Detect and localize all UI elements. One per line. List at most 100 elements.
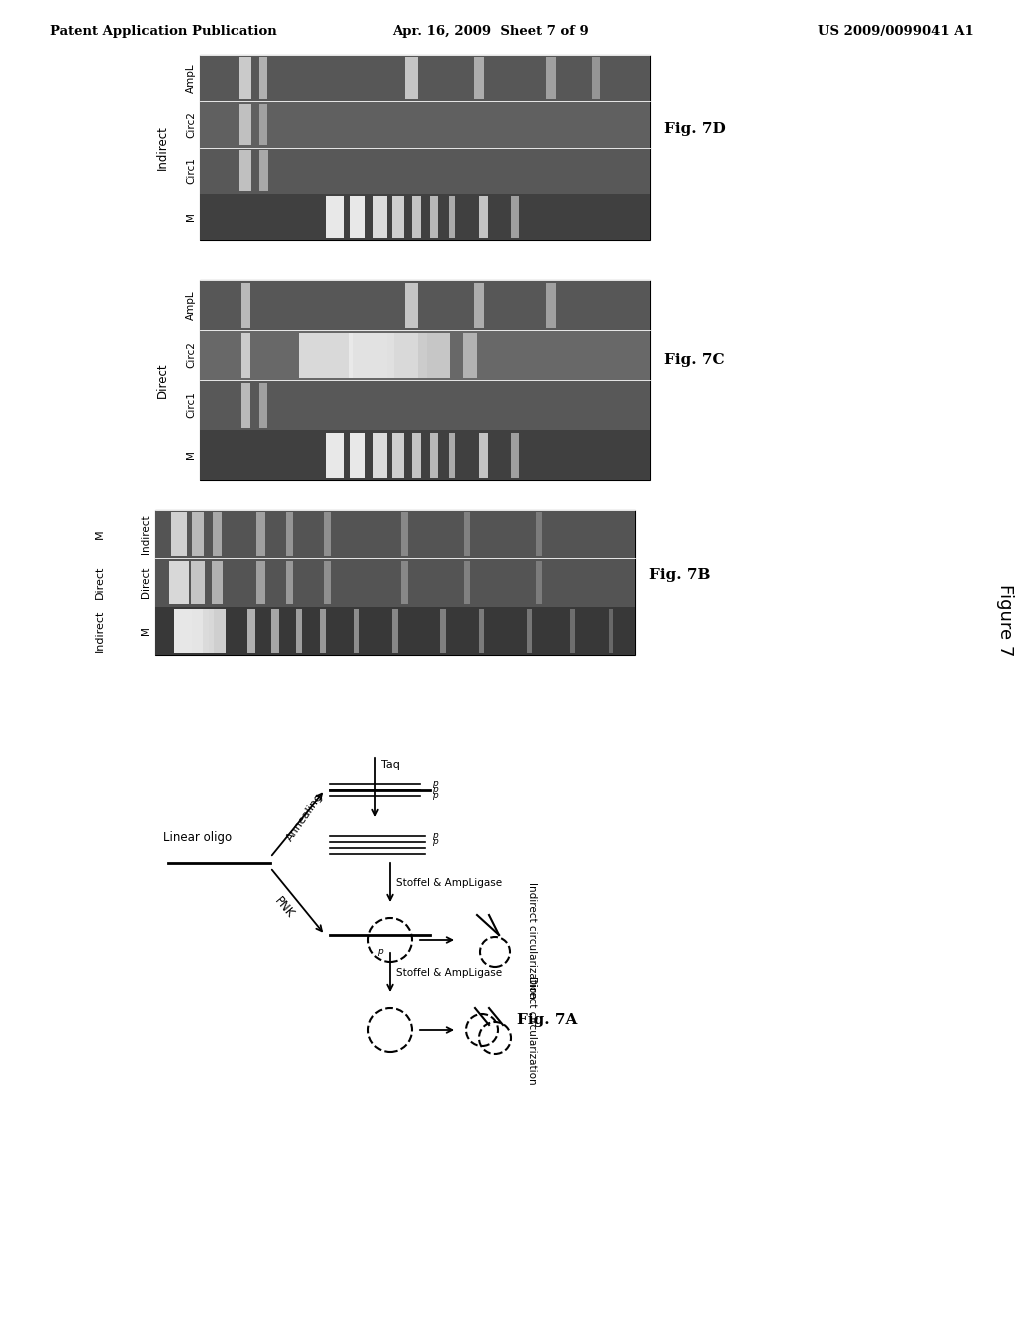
Text: p: p [432, 837, 437, 846]
Text: US 2009/0099041 A1: US 2009/0099041 A1 [818, 25, 974, 38]
Bar [155, 510, 635, 655]
Bar [412, 197, 421, 238]
Bar [155, 607, 635, 655]
Text: p: p [432, 832, 437, 841]
Bar [511, 433, 519, 478]
Bar [392, 609, 398, 652]
Bar [193, 512, 204, 556]
Bar [193, 609, 214, 652]
Bar [191, 561, 206, 605]
Bar [325, 512, 332, 556]
Bar [259, 383, 266, 428]
Bar [537, 561, 542, 605]
Text: Indirect circularization: Indirect circularization [527, 882, 537, 998]
Bar [478, 433, 488, 478]
Bar [271, 609, 279, 652]
Text: Circ2: Circ2 [186, 111, 196, 137]
Text: M: M [141, 627, 151, 635]
Bar [259, 103, 267, 145]
Text: Apr. 16, 2009  Sheet 7 of 9: Apr. 16, 2009 Sheet 7 of 9 [391, 25, 589, 38]
Bar [299, 333, 353, 378]
Bar [171, 512, 187, 556]
Bar [474, 57, 484, 99]
Bar [200, 194, 650, 240]
Bar [449, 433, 456, 478]
Text: PNK: PNK [272, 895, 297, 920]
Bar [241, 383, 250, 428]
Text: Indirect: Indirect [95, 609, 105, 652]
Bar [511, 197, 519, 238]
Bar [404, 57, 418, 99]
Bar [569, 609, 575, 652]
Bar [200, 55, 650, 102]
Text: AmpL: AmpL [186, 290, 196, 319]
Bar [349, 433, 366, 478]
Bar [349, 197, 366, 238]
Bar [546, 282, 556, 327]
Bar [325, 561, 332, 605]
Text: Figure 7: Figure 7 [996, 583, 1014, 656]
Text: p: p [432, 785, 437, 795]
Bar [406, 282, 418, 327]
Bar [374, 197, 387, 238]
Bar [478, 197, 488, 238]
Text: Annealing: Annealing [285, 792, 326, 843]
Bar [430, 433, 438, 478]
Text: Circ1: Circ1 [186, 392, 196, 418]
Text: Stoffel & AmpLigase: Stoffel & AmpLigase [396, 878, 502, 887]
Bar [155, 510, 635, 558]
Bar [200, 148, 650, 194]
Bar [200, 380, 650, 430]
Bar [200, 330, 650, 380]
Bar [286, 561, 293, 605]
Text: M: M [186, 213, 196, 222]
Bar [241, 282, 250, 327]
Bar [353, 609, 359, 652]
Bar [200, 280, 650, 330]
Text: Indirect: Indirect [141, 515, 151, 554]
Text: AmpL: AmpL [186, 63, 196, 92]
Text: M: M [95, 529, 105, 540]
Bar [478, 609, 484, 652]
Bar [387, 333, 427, 378]
Text: Circ2: Circ2 [186, 342, 196, 368]
Text: p: p [377, 946, 383, 956]
Bar [464, 512, 470, 556]
Text: Fig. 7D: Fig. 7D [664, 121, 726, 136]
Bar [546, 57, 556, 99]
Bar [247, 609, 255, 652]
Bar [418, 333, 450, 378]
Bar [401, 512, 409, 556]
Text: Linear oligo: Linear oligo [163, 832, 232, 845]
Bar [259, 57, 267, 99]
Bar [212, 561, 222, 605]
Bar [401, 561, 409, 605]
Text: Taq: Taq [381, 760, 400, 770]
Bar [392, 433, 403, 478]
Bar [200, 280, 650, 480]
Bar [449, 197, 456, 238]
Bar [592, 57, 600, 99]
Bar [209, 609, 226, 652]
Bar [474, 282, 484, 327]
Bar [348, 333, 393, 378]
Bar [374, 433, 387, 478]
Bar [463, 333, 477, 378]
Bar [537, 512, 542, 556]
Text: Fig. 7B: Fig. 7B [649, 568, 711, 582]
Bar [200, 55, 650, 240]
Bar [464, 561, 470, 605]
Bar [241, 333, 250, 378]
Bar [240, 57, 251, 99]
Text: Fig. 7A: Fig. 7A [517, 1012, 578, 1027]
Bar [200, 102, 650, 148]
Text: Direct circularization: Direct circularization [527, 975, 537, 1084]
Bar [258, 149, 267, 191]
Text: Circ1: Circ1 [186, 157, 196, 183]
Text: Stoffel & AmpLigase: Stoffel & AmpLigase [396, 968, 502, 978]
Bar [296, 609, 302, 652]
Text: Direct: Direct [156, 362, 169, 397]
Text: Fig. 7C: Fig. 7C [664, 352, 725, 367]
Text: p: p [432, 780, 437, 788]
Text: Indirect: Indirect [156, 125, 169, 170]
